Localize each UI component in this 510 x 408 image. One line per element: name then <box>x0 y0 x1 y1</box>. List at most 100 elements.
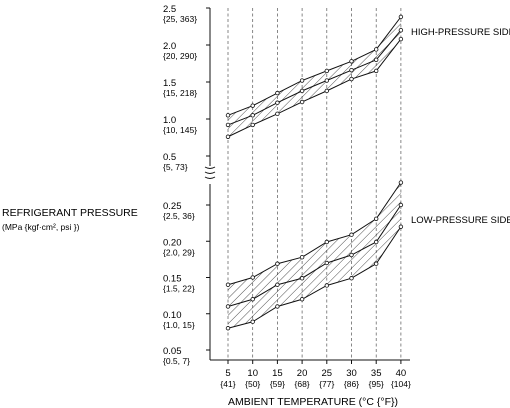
band-middle-line-1 <box>227 204 402 307</box>
y-lower-tick-sublabel: {0.5, 7} <box>163 356 190 366</box>
data-point-1-0 <box>225 282 231 287</box>
data-point-1-1 <box>275 282 280 287</box>
y-lower-tick-label: 0.15 <box>163 274 182 285</box>
data-point-0-0 <box>324 68 329 74</box>
y-lower-tick-label: 0.20 <box>163 237 182 248</box>
x-tick-sublabel: {77} <box>319 379 334 389</box>
data-point-0-1 <box>374 57 379 62</box>
axis-break-mark <box>204 166 216 179</box>
band-upper-line-1 <box>227 182 402 286</box>
x-tick-label: 30 <box>346 368 357 379</box>
x-tick-sublabel: {86} <box>344 379 359 389</box>
y-upper-tick-label: 1.5 <box>163 78 176 89</box>
data-point-0-2 <box>398 36 404 42</box>
data-point-0-1 <box>275 100 280 105</box>
axes: 2.5{25, 363}2.0{20, 290}1.5{15, 218}1.0{… <box>163 4 411 389</box>
data-point-1-2 <box>275 304 280 309</box>
x-tick-label: 20 <box>297 368 308 379</box>
data-point-0-0 <box>349 59 354 64</box>
band-middle-line-0 <box>227 29 402 126</box>
y-lower-tick-label: 0.10 <box>163 310 182 321</box>
data-point-0-0 <box>250 103 255 108</box>
labels: REFRIGERANT PRESSURE (MPa {kgf·cm², psi … <box>2 27 510 408</box>
y-lower-tick-label: 0.05 <box>163 346 182 357</box>
x-tick-sublabel: {50} <box>245 379 260 389</box>
data-point-1-2 <box>250 319 255 324</box>
data-point-0-1 <box>349 67 354 73</box>
data-point-1-0 <box>275 261 280 266</box>
data-point-1-2 <box>374 261 379 266</box>
x-tick-label: 35 <box>371 368 382 379</box>
data-point-0-2 <box>225 134 231 139</box>
data-point-0-2 <box>324 88 329 94</box>
x-tick-label: 40 <box>396 368 407 379</box>
y-upper-tick-sublabel: {25, 363} <box>163 14 197 24</box>
x-tick-label: 25 <box>322 368 333 379</box>
data-point-1-0 <box>349 232 354 237</box>
data-point-1-0 <box>250 275 255 280</box>
data-point-1-1 <box>225 304 231 309</box>
data-point-0-2 <box>275 111 280 117</box>
low-pressure-label: LOW-PRESSURE SIDE <box>411 215 510 226</box>
y-upper-tick-sublabel: {5, 73} <box>163 162 188 172</box>
x-tick-label: 5 <box>225 368 230 379</box>
data-point-0-1 <box>250 113 255 118</box>
data-point-1-0 <box>398 180 404 185</box>
x-tick-label: 15 <box>272 368 283 379</box>
data-point-1-0 <box>324 239 329 245</box>
y-upper-tick-label: 0.5 <box>163 152 176 163</box>
data-point-1-1 <box>324 260 329 266</box>
y-upper-tick-sublabel: {20, 290} <box>163 51 197 61</box>
data-point-0-1 <box>225 122 231 128</box>
data-point-0-2 <box>374 68 379 74</box>
data-point-1-1 <box>374 239 379 245</box>
x-tick-sublabel: {104} <box>391 379 411 389</box>
data-point-1-2 <box>225 326 231 331</box>
data-point-1-1 <box>299 276 305 281</box>
high-pressure-label: HIGH-PRESSURE SIDE <box>411 27 510 38</box>
data-point-0-1 <box>324 78 329 83</box>
y-lower-tick-sublabel: {2.5, 36} <box>163 211 195 221</box>
data-point-1-2 <box>324 283 329 288</box>
data-point-0-2 <box>349 76 354 82</box>
data-point-0-2 <box>250 122 255 128</box>
band-area-0 <box>228 16 401 137</box>
x-tick-sublabel: {95} <box>369 379 384 389</box>
data-point-1-0 <box>374 216 379 221</box>
y-lower-tick-label: 0.25 <box>163 201 182 212</box>
y-axis-units: (MPa {kgf·cm², psi }) <box>2 222 80 232</box>
band-upper-line-0 <box>227 16 402 116</box>
y-upper-tick-label: 2.0 <box>163 41 176 52</box>
band-area-1 <box>228 182 401 329</box>
data-point-0-0 <box>275 90 280 96</box>
x-tick-sublabel: {59} <box>270 379 285 389</box>
data-point-1-1 <box>398 202 404 208</box>
data-point-0-0 <box>299 78 305 83</box>
data-point-1-2 <box>299 297 305 302</box>
data-point-1-2 <box>398 224 404 229</box>
data-point-1-1 <box>349 252 354 258</box>
y-lower-tick-sublabel: {1.5, 22} <box>163 284 195 294</box>
data-point-0-0 <box>398 14 404 20</box>
data-point-0-2 <box>299 99 305 105</box>
y-upper-tick-sublabel: {15, 218} <box>163 88 197 98</box>
pressure-bands <box>225 14 404 331</box>
x-axis-label: AMBIENT TEMPERATURE (°C {°F}) <box>228 396 398 408</box>
x-tick-sublabel: {41} <box>220 379 235 389</box>
band-lower-line-0 <box>227 38 402 138</box>
band-lower-line-1 <box>227 226 402 329</box>
y-lower-tick-sublabel: {2.0, 29} <box>163 247 195 257</box>
y-lower-tick-sublabel: {1.0, 15} <box>163 320 195 330</box>
y-upper-tick-sublabel: {10, 145} <box>163 125 197 135</box>
y-upper-tick-label: 1.0 <box>163 115 176 126</box>
x-tick-sublabel: {68} <box>295 379 310 389</box>
y-upper-tick-label: 2.5 <box>163 4 176 15</box>
data-point-0-0 <box>374 47 379 52</box>
data-point-0-0 <box>225 113 231 118</box>
y-axis-label: REFRIGERANT PRESSURE <box>2 207 138 219</box>
data-point-1-2 <box>349 276 354 281</box>
data-point-0-1 <box>398 28 404 33</box>
data-point-1-1 <box>250 297 255 302</box>
x-tick-label: 10 <box>247 368 258 379</box>
